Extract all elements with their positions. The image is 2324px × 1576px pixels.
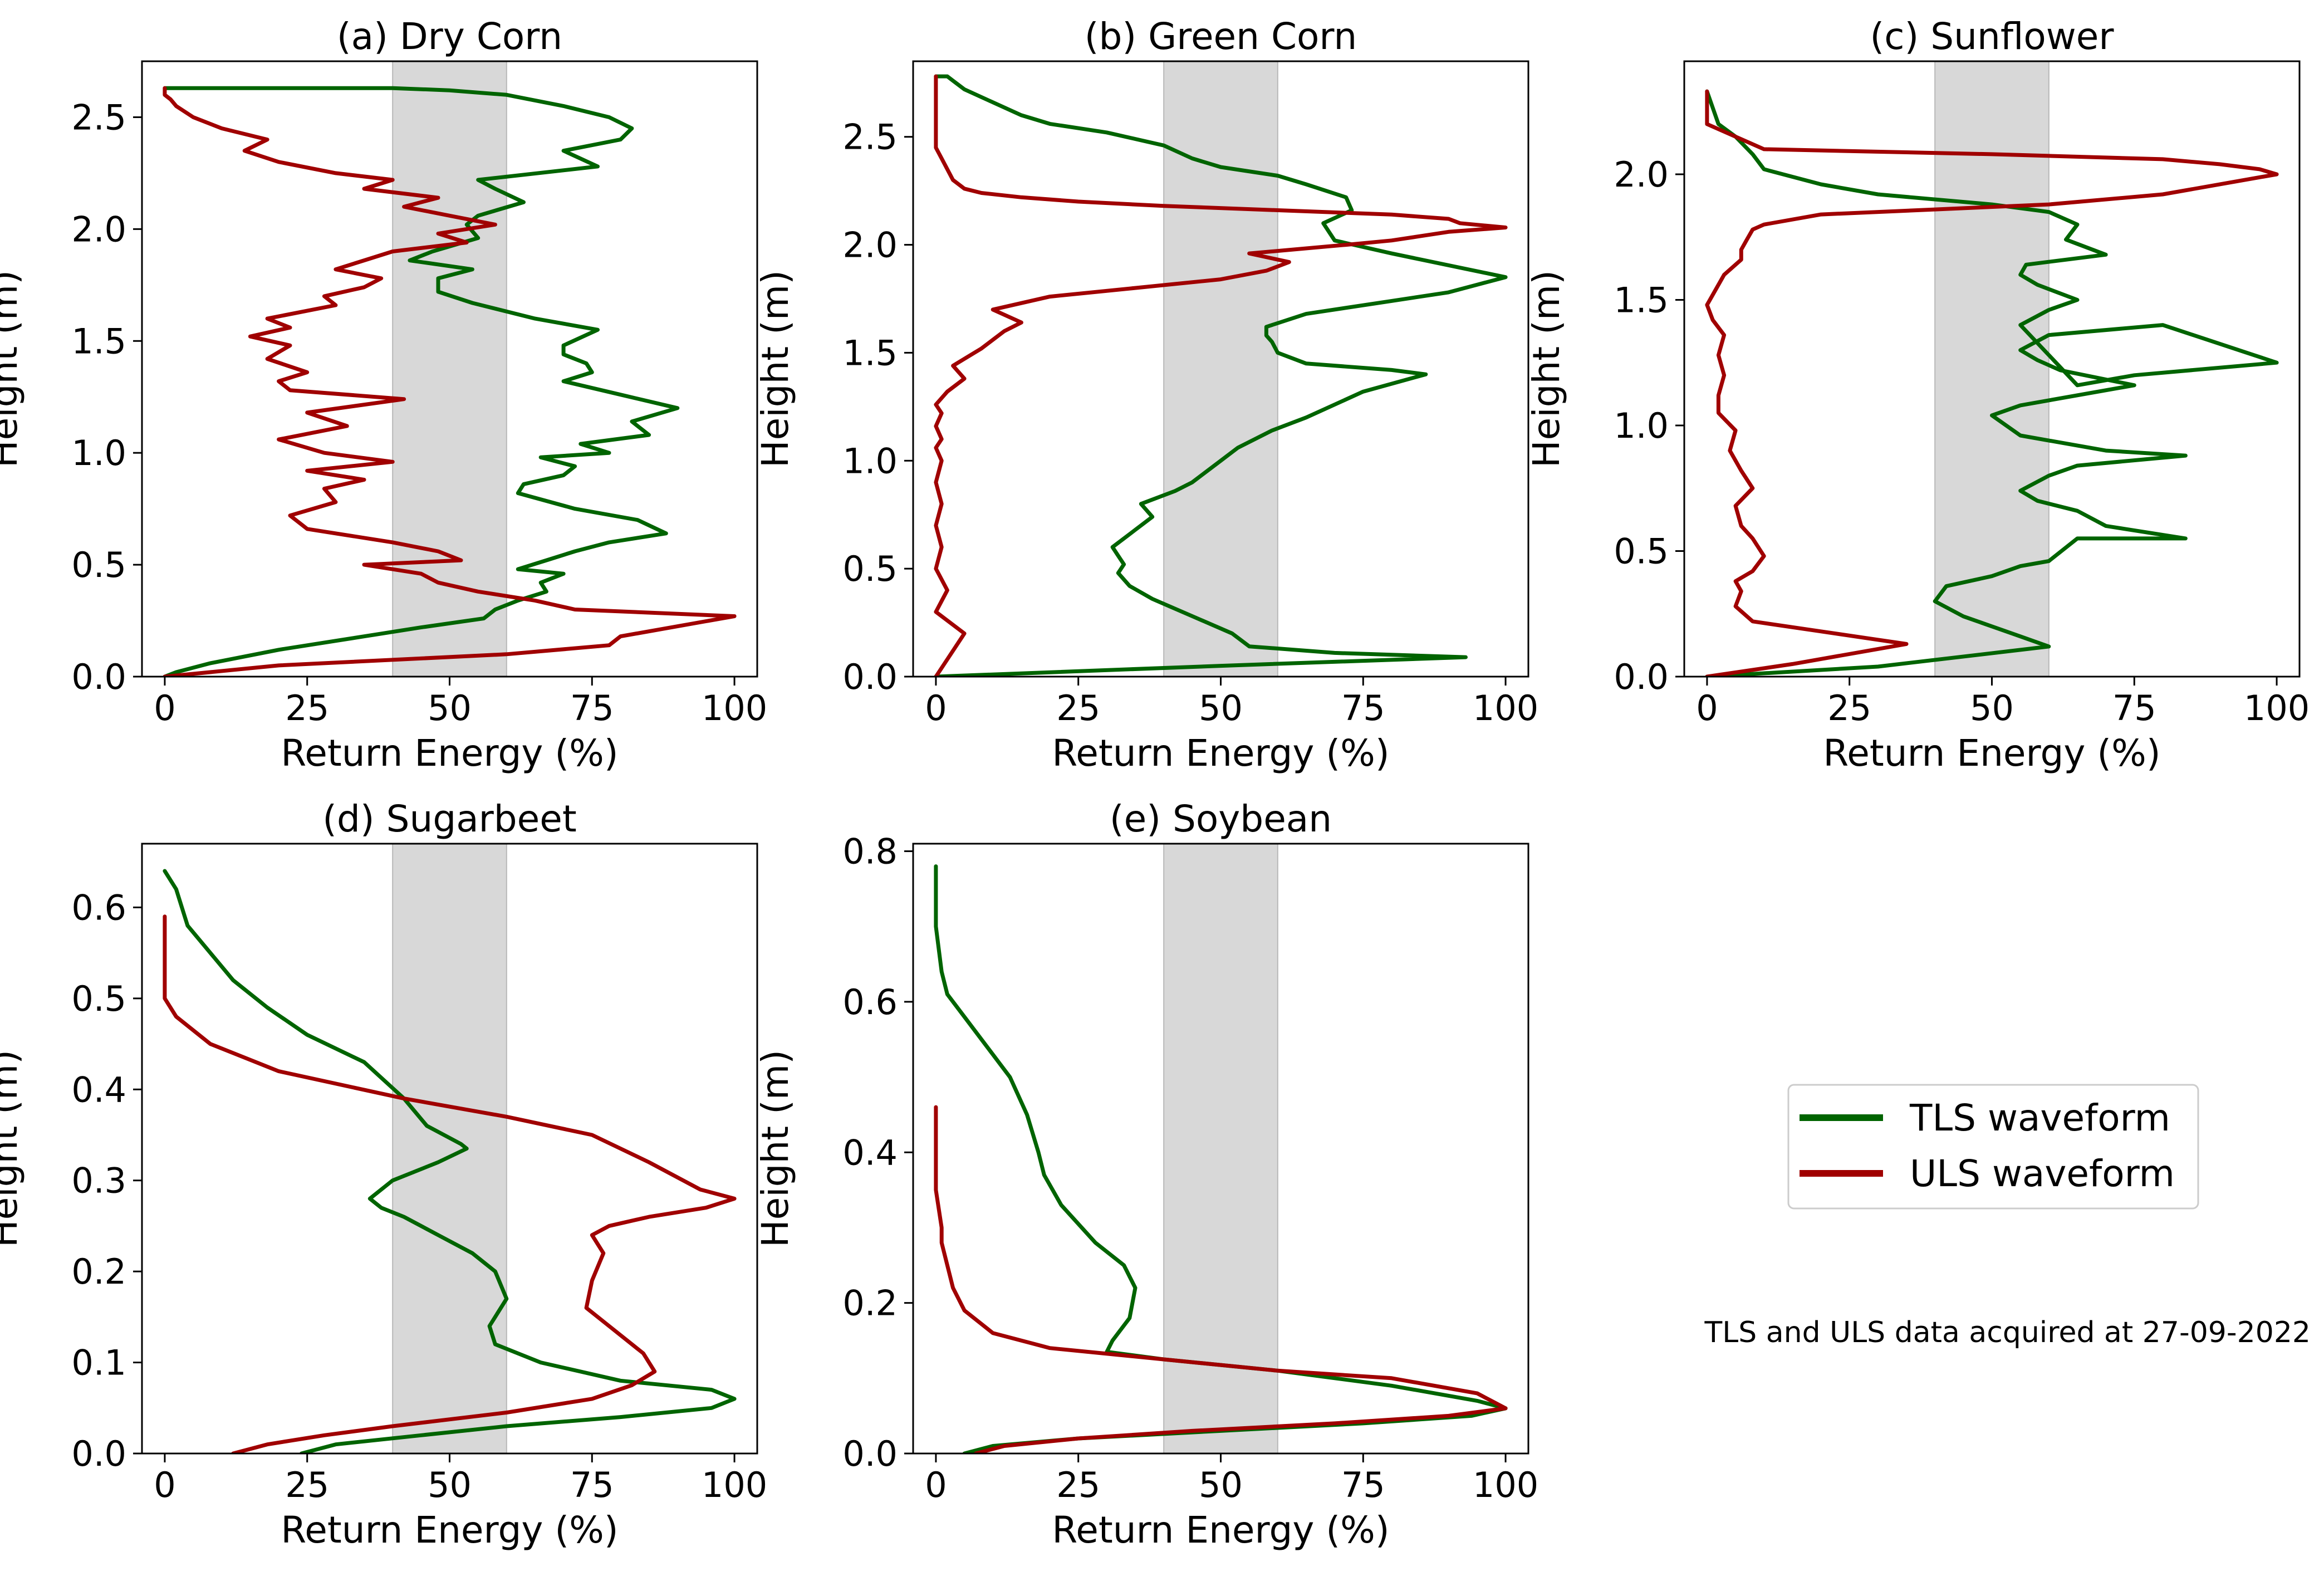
y-axis-label: Height (m): [754, 270, 797, 468]
x-tick-label: 25: [285, 1465, 329, 1505]
y-tick-label: 0.5: [1614, 531, 1669, 571]
y-tick-label: 0.0: [842, 1433, 898, 1474]
x-tick-label: 75: [1341, 1465, 1385, 1505]
x-tick-label: 75: [2112, 688, 2156, 728]
x-tick-label: 100: [1473, 688, 1538, 728]
y-tick-label: 0.5: [71, 978, 126, 1019]
x-tick-label: 0: [154, 688, 175, 728]
x-tick-label: 100: [702, 688, 767, 728]
x-tick-label: 50: [428, 688, 472, 728]
x-tick-label: 25: [1056, 1465, 1100, 1505]
uls-waveform-line: [163, 86, 737, 677]
chart-title: (e) Soybean: [1110, 797, 1332, 840]
y-tick-label: 1.0: [71, 433, 126, 473]
x-tick-label: 75: [570, 1465, 614, 1505]
chart-panel-5: 0 25 50 75 100 0.0 0.2 0.4 0.6 0.8 (e) Soybean Retu…: [754, 797, 1538, 1551]
y-tick-label: 0.0: [71, 1433, 126, 1474]
chart-panel-1: 0 25 50 75 100 0.0 0.5 1.0 1.5 2.0 2.5 (a) Dry Corn…: [0, 15, 767, 775]
x-axis-label: Return Energy (%): [1052, 732, 1389, 775]
uls-waveform-line: [934, 74, 1508, 677]
y-axis-label: Height (m): [1525, 270, 1568, 468]
y-tick-label: 2.0: [1614, 154, 1669, 195]
x-axis-label: Return Energy (%): [1052, 1509, 1389, 1551]
y-tick-label: 0.6: [71, 887, 126, 928]
y-tick-label: 0.4: [71, 1069, 126, 1110]
x-tick-label: 50: [1199, 1465, 1243, 1505]
tls-waveform-line: [934, 74, 1508, 677]
x-axis-label: Return Energy (%): [281, 732, 618, 775]
x-tick-label: 50: [1970, 688, 2014, 728]
y-tick-label: 2.5: [71, 97, 126, 138]
panels: 0 25 50 75 100 0.0 0.5 1.0 1.5 2.0 2.5 (a) Dry Corn…: [0, 15, 2310, 1551]
y-axis-label: Height (m): [0, 270, 26, 468]
tls-waveform-line: [163, 869, 737, 1453]
x-tick-label: 0: [925, 1465, 947, 1505]
shaded-band: [1163, 61, 1278, 677]
y-tick-label: 2.0: [842, 225, 898, 266]
y-tick-label: 1.5: [71, 321, 126, 361]
shaded-band: [1163, 843, 1278, 1454]
uls-waveform-line: [1705, 89, 2279, 677]
y-tick-label: 0.5: [71, 545, 126, 585]
y-tick-label: 0.0: [842, 657, 898, 697]
x-axis-label: Return Energy (%): [1823, 732, 2160, 775]
y-tick-label: 1.5: [842, 332, 898, 373]
shaded-band: [392, 843, 507, 1454]
x-tick-label: 25: [1827, 688, 1871, 728]
y-tick-label: 0.2: [842, 1283, 898, 1324]
y-tick-label: 0.3: [71, 1161, 126, 1201]
chart-title: (b) Green Corn: [1085, 15, 1357, 58]
acquisition-note: TLS and ULS data acquired at 27-09-2022: [1704, 1316, 2311, 1349]
y-tick-label: 2.5: [842, 117, 898, 158]
x-tick-label: 25: [285, 688, 329, 728]
y-tick-label: 0.1: [71, 1343, 126, 1383]
y-axis-label: Height (m): [754, 1050, 797, 1247]
x-tick-label: 100: [702, 1465, 767, 1505]
y-tick-label: 0.2: [71, 1251, 126, 1292]
uls-waveform-line: [163, 914, 737, 1453]
x-tick-label: 75: [570, 688, 614, 728]
x-tick-label: 100: [2244, 688, 2310, 728]
legend-label-uls: ULS waveform: [1910, 1152, 2175, 1195]
y-tick-label: 1.0: [1614, 405, 1669, 446]
y-tick-label: 0.4: [842, 1132, 898, 1173]
legend-label-tls: TLS waveform: [1909, 1097, 2170, 1139]
x-tick-label: 100: [1473, 1465, 1538, 1505]
x-axis-label: Return Energy (%): [281, 1509, 618, 1551]
y-tick-label: 1.0: [842, 441, 898, 481]
tls-waveform-line: [1705, 89, 2279, 677]
legend: TLS waveform ULS waveform: [1787, 1084, 2199, 1210]
y-tick-label: 0.0: [71, 657, 126, 697]
y-tick-label: 0.6: [842, 982, 898, 1022]
y-tick-label: 0.8: [842, 831, 898, 872]
y-tick-label: 1.5: [1614, 280, 1669, 320]
x-tick-label: 75: [1341, 688, 1385, 728]
x-tick-label: 0: [1696, 688, 1718, 728]
y-tick-label: 2.0: [71, 209, 126, 249]
x-tick-label: 25: [1056, 688, 1100, 728]
chart-panel-4: 0 25 50 75 100 0.0 0.1 0.2 0.3 0.4 0.5 0.6 (d) Sugar…: [0, 797, 767, 1551]
x-tick-label: 50: [428, 1465, 472, 1505]
y-tick-label: 0.5: [842, 549, 898, 589]
chart-panel-2: 0 25 50 75 100 0.0 0.5 1.0 1.5 2.0 2.5 (b) Green Co…: [754, 15, 1538, 775]
chart-title: (a) Dry Corn: [337, 15, 562, 58]
x-tick-label: 0: [925, 688, 947, 728]
x-tick-label: 50: [1199, 688, 1243, 728]
chart-panel-3: 0 25 50 75 100 0.0 0.5 1.0 1.5 2.0 (c) Sunflower Re…: [1525, 15, 2310, 775]
y-axis-label: Height (m): [0, 1050, 26, 1247]
chart-title: (c) Sunflower: [1870, 15, 2115, 58]
legend-frame: [1787, 1084, 2199, 1210]
y-tick-label: 0.0: [1614, 657, 1669, 697]
shaded-band: [1934, 61, 2050, 677]
uls-waveform-line: [934, 1105, 1508, 1453]
x-tick-label: 0: [154, 1465, 175, 1505]
chart-title: (d) Sugarbeet: [322, 797, 577, 840]
tls-waveform-line: [163, 86, 680, 677]
